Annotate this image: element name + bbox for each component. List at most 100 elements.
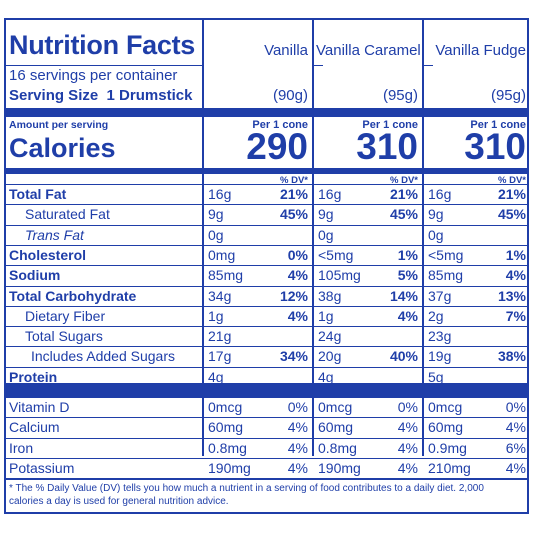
nutrient-label: Iron xyxy=(9,439,34,456)
nutrient-label: Includes Added Sugars xyxy=(31,348,175,365)
nutrient-amount: 16g xyxy=(208,186,232,202)
nutrient-daily-value: 4% xyxy=(505,419,526,436)
nutrient-label: Trans Fat xyxy=(25,226,84,243)
nutrient-amount: 34g xyxy=(208,287,232,304)
nutrient-daily-value: 4% xyxy=(505,267,526,284)
column-header-vanilla: Vanilla xyxy=(264,42,308,59)
row-rule xyxy=(6,224,527,226)
nutrient-amount: 9g xyxy=(318,206,334,223)
row-rule xyxy=(6,326,527,328)
nutrient-amount: 60mg xyxy=(318,419,354,436)
row-rule xyxy=(6,417,527,419)
nutrient-daily-value: 1% xyxy=(397,246,418,263)
nutrient-daily-value: 4% xyxy=(287,459,308,476)
title-rule xyxy=(6,65,202,66)
calories-label: Calories xyxy=(9,133,116,163)
row-rule xyxy=(6,265,527,267)
nutrient-amount: 85mg xyxy=(208,267,244,284)
nutrient-amount: <5mg xyxy=(428,246,464,263)
nutrient-daily-value: 4% xyxy=(287,307,308,324)
serving-weight-vanilla: (90g) xyxy=(272,87,308,104)
dv-header: % DV* xyxy=(498,175,526,186)
nutrient-amount: 9g xyxy=(208,206,224,223)
nutrient-amount: 0g xyxy=(208,226,224,243)
serving-weight-vanilla-caramel: (95g) xyxy=(382,87,418,104)
title-rule xyxy=(424,65,433,66)
nutrient-label: Total Fat xyxy=(9,186,67,202)
nutrient-daily-value: 34% xyxy=(279,348,308,365)
serving-size-label: Serving Size xyxy=(9,87,99,104)
per-cone-label: Per 1 cone xyxy=(470,119,526,131)
nutrient-daily-value: 5% xyxy=(397,267,418,284)
nutrient-label: Total Sugars xyxy=(25,328,103,345)
nutrient-daily-value: 0% xyxy=(287,246,308,263)
row-rule xyxy=(6,346,527,348)
nutrient-daily-value: 0% xyxy=(287,399,308,415)
nutrient-amount: 0.8mg xyxy=(318,439,357,456)
nutrient-daily-value: 21% xyxy=(497,186,526,202)
nutrient-amount: 37g xyxy=(428,287,452,304)
nutrient-amount: 0mcg xyxy=(428,399,463,415)
nutrient-daily-value: 4% xyxy=(505,459,526,476)
nutrient-amount: 210mg xyxy=(428,459,471,476)
nutrient-label: Sodium xyxy=(9,267,61,284)
nutrient-amount: 4g xyxy=(208,368,224,385)
serving-size-value: 1 Drumstick xyxy=(106,87,193,104)
calories-vanilla-caramel: 310 xyxy=(356,126,418,167)
nutrient-daily-value: 4% xyxy=(287,267,308,284)
row-rule xyxy=(6,457,527,459)
row-rule xyxy=(6,285,527,287)
nutrient-daily-value: 45% xyxy=(389,206,418,223)
nutrient-daily-value: 13% xyxy=(497,287,526,304)
nutrient-amount: 105mg xyxy=(318,267,361,284)
serving-weight-vanilla-fudge: (95g) xyxy=(490,87,526,104)
footnote-rule xyxy=(6,478,527,480)
row-rule xyxy=(6,204,527,206)
nutrient-label: Cholesterol xyxy=(9,246,87,263)
panel-title: Nutrition Facts xyxy=(9,30,196,60)
nutrient-amount: 20g xyxy=(318,348,342,365)
nutrient-amount: 60mg xyxy=(208,419,244,436)
nutrient-label: Protein xyxy=(9,368,58,385)
nutrient-amount: 1g xyxy=(208,307,224,324)
nutrient-amount: 19g xyxy=(428,348,452,365)
nutrient-label: Calcium xyxy=(9,419,60,436)
medium-rule xyxy=(6,168,527,174)
calories-vanilla-fudge: 310 xyxy=(464,126,526,167)
nutrient-amount: 21g xyxy=(208,328,232,345)
dv-header: % DV* xyxy=(390,175,418,186)
servings-per-container: 16 servings per container xyxy=(9,67,178,84)
per-cone-label: Per 1 cone xyxy=(362,119,418,131)
nutrient-daily-value: 40% xyxy=(389,348,418,365)
nutrient-daily-value: 4% xyxy=(397,419,418,436)
nutrient-daily-value: 38% xyxy=(497,348,526,365)
nutrient-daily-value: 0% xyxy=(397,399,418,415)
calories-vanilla: 290 xyxy=(246,126,308,167)
amount-per-serving: Amount per serving xyxy=(9,119,109,131)
nutrient-amount: 24g xyxy=(318,328,342,345)
nutrient-amount: 38g xyxy=(318,287,342,304)
nutrient-amount: 85mg xyxy=(428,267,464,284)
nutrient-amount: 9g xyxy=(428,206,444,223)
nutrient-daily-value: 21% xyxy=(389,186,418,202)
nutrient-amount: 1g xyxy=(318,307,334,324)
thick-rule xyxy=(6,383,527,397)
row-rule xyxy=(6,305,527,307)
row-rule xyxy=(6,437,527,439)
nutrient-amount: 0mcg xyxy=(318,399,353,415)
nutrient-daily-value: 45% xyxy=(279,206,308,223)
nutrient-daily-value: 7% xyxy=(505,307,526,324)
nutrient-daily-value: 4% xyxy=(397,459,418,476)
nutrient-amount: 190mg xyxy=(208,459,251,476)
row-rule xyxy=(6,184,527,185)
nutrient-label: Dietary Fiber xyxy=(25,307,106,324)
nutrient-amount: 0mcg xyxy=(208,399,243,415)
column-divider xyxy=(312,20,314,456)
column-divider xyxy=(422,20,424,456)
dv-header: % DV* xyxy=(280,175,308,186)
thick-rule xyxy=(6,108,527,117)
nutrient-daily-value: 4% xyxy=(397,439,418,456)
nutrient-amount: 2g xyxy=(428,307,444,324)
nutrient-amount: 0g xyxy=(318,226,334,243)
title-rule xyxy=(314,65,323,66)
